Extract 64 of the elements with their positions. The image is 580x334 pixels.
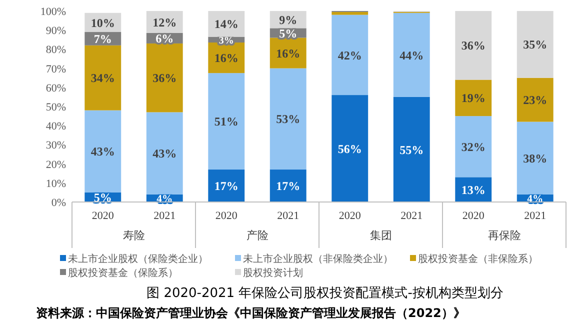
data-label: 35% bbox=[523, 38, 548, 52]
legend-label: 股权投资计划 bbox=[243, 267, 303, 279]
bar bbox=[270, 68, 306, 170]
data-label: 36% bbox=[152, 71, 177, 86]
bar bbox=[332, 12, 368, 15]
bar bbox=[146, 112, 183, 194]
text: 产险 bbox=[246, 229, 268, 242]
y-tick-label: 60% bbox=[46, 82, 66, 94]
text: 资料来源：中国保险资产管理业协会《中国保险资产管理业发展报告（2022）》 bbox=[36, 306, 466, 320]
x-tick-label: 2021 bbox=[154, 210, 176, 222]
data-label: 13% bbox=[461, 182, 486, 197]
data-label: 7% bbox=[94, 32, 112, 46]
bar bbox=[208, 73, 245, 170]
bar bbox=[332, 14, 368, 96]
text: 再保险 bbox=[488, 229, 521, 242]
data-label: 9% bbox=[279, 12, 298, 27]
text: 集团 bbox=[370, 229, 392, 242]
x-tick-label: 2020 bbox=[215, 210, 238, 222]
data-label: 36% bbox=[461, 38, 486, 53]
data-label: 17% bbox=[276, 179, 300, 194]
data-label: 6% bbox=[156, 32, 174, 46]
data-label: 44% bbox=[400, 48, 424, 62]
bar bbox=[393, 12, 430, 97]
data-label: 38% bbox=[523, 151, 548, 166]
bar bbox=[393, 96, 430, 202]
data-label: 5% bbox=[279, 26, 298, 40]
data-label: 43% bbox=[152, 146, 177, 161]
x-tick-label: 2020 bbox=[338, 210, 362, 222]
y-tick-label: 20% bbox=[46, 158, 66, 171]
data-label: 43% bbox=[90, 144, 115, 159]
x-tick-label: 2020 bbox=[462, 210, 485, 222]
data-label: 12% bbox=[152, 15, 177, 30]
bar bbox=[84, 110, 122, 192]
data-label: 53% bbox=[276, 112, 300, 126]
x-tick-label: 2021 bbox=[277, 210, 300, 222]
text: 寿险 bbox=[122, 229, 145, 242]
data-label: 23% bbox=[523, 93, 548, 108]
data-label: 14% bbox=[214, 17, 238, 32]
x-tick-label: 2021 bbox=[524, 210, 546, 222]
y-tick-label: 100% bbox=[40, 6, 66, 18]
x-tick-label: 2020 bbox=[92, 210, 114, 222]
bar bbox=[332, 95, 368, 202]
data-label: 10% bbox=[90, 16, 115, 30]
data-label: 42% bbox=[338, 48, 362, 62]
data-label: 32% bbox=[461, 140, 486, 154]
y-tick-label: 80% bbox=[46, 44, 66, 56]
data-label: 16% bbox=[276, 46, 300, 60]
data-label: 56% bbox=[338, 142, 362, 156]
data-label: 51% bbox=[214, 114, 238, 129]
y-tick-label: 10% bbox=[46, 178, 66, 190]
text: 图 2020-2021 年保险公司股权投资配置模式-按机构类型划分 bbox=[146, 286, 504, 301]
x-tick-label: 2021 bbox=[400, 210, 423, 222]
data-label: 5% bbox=[94, 190, 112, 205]
y-tick-label: 0% bbox=[51, 197, 66, 209]
y-tick-label: 40% bbox=[46, 120, 66, 133]
data-label: 16% bbox=[214, 51, 238, 66]
y-tick-label: 70% bbox=[46, 63, 66, 76]
y-tick-label: 90% bbox=[46, 25, 66, 38]
data-label: 17% bbox=[214, 179, 238, 194]
y-tick-label: 30% bbox=[46, 140, 66, 152]
data-label: 55% bbox=[400, 142, 424, 157]
data-label: 34% bbox=[90, 71, 115, 86]
data-label: 19% bbox=[461, 91, 486, 106]
y-tick-label: 50% bbox=[46, 102, 66, 114]
